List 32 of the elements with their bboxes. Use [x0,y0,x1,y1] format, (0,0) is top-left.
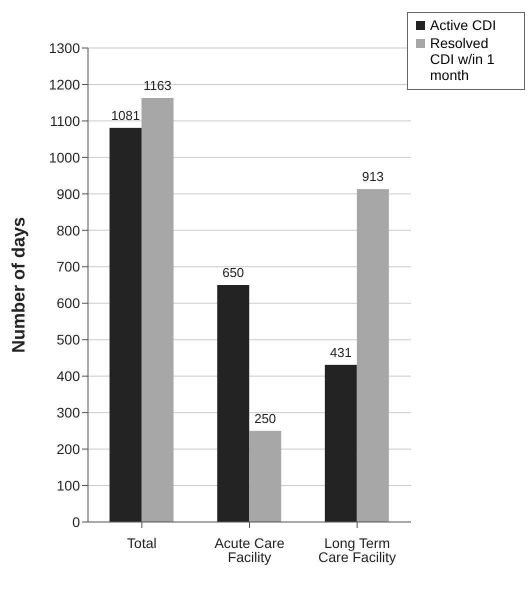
y-tick-label: 800 [56,222,80,238]
data-label: 1081 [111,108,140,123]
x-tick-label: Acute Care Facility [214,534,285,565]
y-tick-label: 400 [56,368,80,384]
y-tick-label: 700 [56,258,80,275]
y-tick-label: 1100 [50,112,80,129]
data-label: 250 [254,410,276,426]
x-tick-label: Total [127,534,157,551]
y-tick-label: 500 [56,332,80,348]
bar [356,189,389,522]
bar [324,364,357,522]
y-tick-label: 1000 [48,149,80,166]
y-axis-title: Number of days [8,216,28,354]
data-label: 650 [222,265,244,280]
bar [217,285,250,522]
y-tick-label: 0 [72,514,80,530]
bar [249,430,282,522]
y-tick-label: 100 [56,478,80,494]
y-tick-label: 1200 [48,76,80,92]
bar [142,98,174,522]
y-tick-label: 900 [56,186,80,202]
y-tick-label: 300 [56,404,80,421]
y-tick-label: 200 [56,441,80,458]
y-tick-label: 1300 [48,40,80,56]
x-tick-label: Long Term Care Facility [318,534,396,565]
legend-label: Resolved CDI w/in 1 month [430,35,496,83]
data-label: 431 [330,344,352,360]
data-label: 1163 [144,78,172,93]
data-label: 913 [362,169,384,184]
legend-label: Active CDI [430,17,496,33]
y-tick-label: 600 [56,295,80,312]
bar [110,128,142,522]
